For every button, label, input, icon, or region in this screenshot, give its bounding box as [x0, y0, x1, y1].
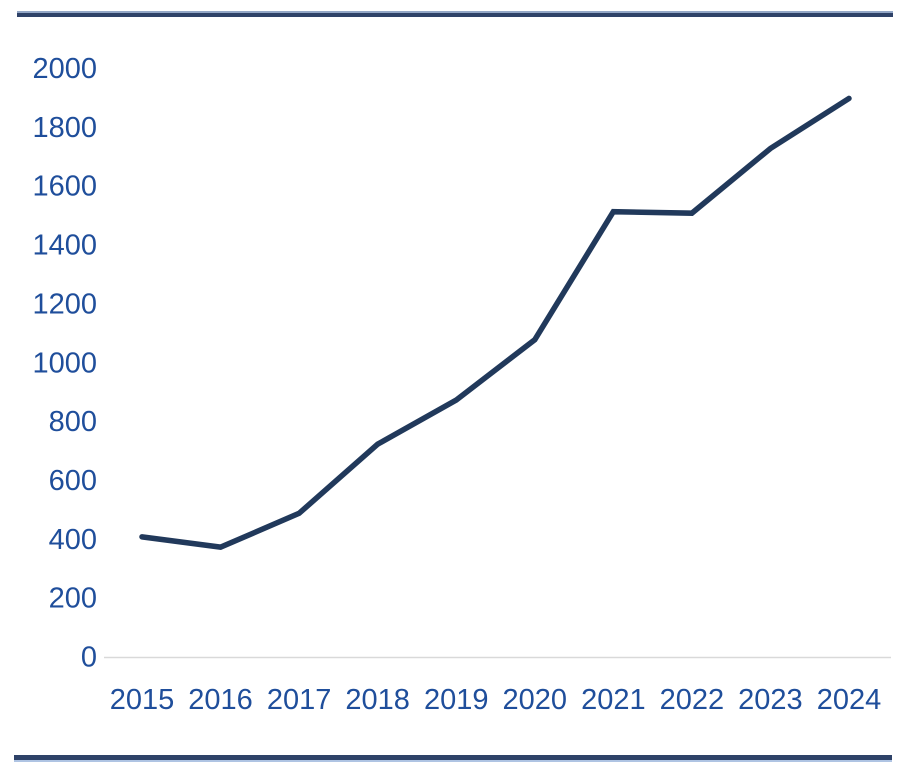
x-tick-label: 2024 — [817, 684, 882, 716]
y-tick-label: 0 — [81, 642, 97, 674]
bottom-rule-dark-bar — [14, 755, 892, 760]
bottom-rule — [14, 755, 892, 762]
top-rule-dark-bar — [17, 12, 893, 17]
x-tick-label: 2018 — [345, 684, 410, 716]
y-tick-label: 1800 — [32, 112, 97, 144]
y-tick-label: 1000 — [32, 347, 97, 379]
x-tick-label: 2022 — [660, 684, 725, 716]
y-tick-label: 400 — [49, 524, 97, 556]
y-tick-label: 1600 — [32, 171, 97, 203]
x-tick-label: 2017 — [267, 684, 332, 716]
y-tick-label: 1200 — [32, 288, 97, 320]
x-tick-label: 2021 — [581, 684, 646, 716]
x-tick-label: 2019 — [424, 684, 489, 716]
bottom-rule-light-edge — [14, 759, 892, 762]
y-tick-label: 2000 — [32, 53, 97, 85]
top-rule-light-edge — [17, 11, 893, 13]
data-series-line — [139, 95, 852, 550]
x-tick-label: 2016 — [188, 684, 253, 716]
x-tick-label: 2023 — [738, 684, 803, 716]
y-tick-label: 1400 — [32, 230, 97, 262]
y-tick-label: 600 — [49, 465, 97, 497]
x-tick-label: 2020 — [503, 684, 568, 716]
x-tick-label: 2015 — [110, 684, 175, 716]
top-rule — [17, 11, 893, 17]
y-tick-label: 800 — [49, 406, 97, 438]
y-tick-label: 200 — [49, 583, 97, 615]
